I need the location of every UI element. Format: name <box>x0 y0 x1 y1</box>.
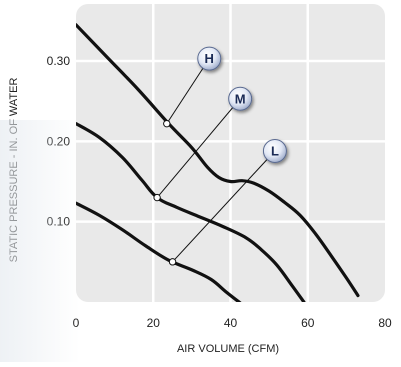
series-line-h <box>76 23 360 298</box>
x-axis-label: AIR VOLUME (CFM) <box>177 343 279 355</box>
x-tick-label-20: 20 <box>147 316 161 330</box>
y-tick-label-0_30: 0.30 <box>47 54 71 68</box>
anchor-dot-h <box>163 119 171 128</box>
leader-line-h <box>166 58 210 124</box>
badge-l: L <box>262 138 287 163</box>
x-tick-label-80: 80 <box>378 316 392 330</box>
badge-circle-l <box>262 138 287 163</box>
badge-label-l: L <box>271 143 279 158</box>
badge-circle-m <box>228 86 253 111</box>
x-tick-label-40: 40 <box>224 316 238 330</box>
anchor-dot-l <box>168 258 177 266</box>
anchor-dot-m <box>153 193 161 202</box>
badge-h: H <box>197 46 222 71</box>
badge-circle-h <box>197 46 222 71</box>
series-line-l <box>76 201 244 302</box>
badge-label-m: M <box>235 91 246 106</box>
x-tick-label-60: 60 <box>301 316 315 330</box>
series-line-m <box>76 122 306 302</box>
badge-label-h: H <box>205 51 214 66</box>
background-glow <box>0 120 80 362</box>
leader-line-l <box>172 150 276 263</box>
badge-m: M <box>228 86 253 111</box>
leader-line-m <box>156 98 241 198</box>
